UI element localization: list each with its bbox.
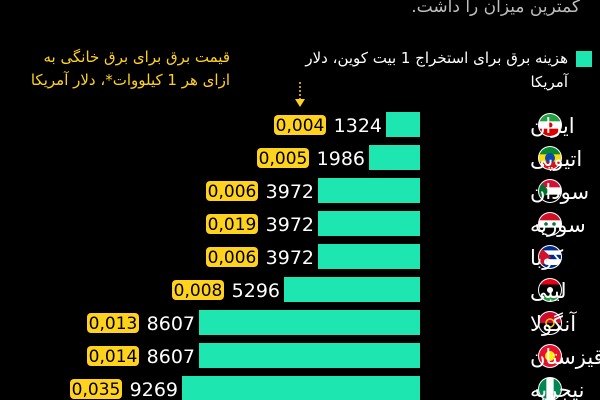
price-label: 0,019 bbox=[208, 215, 257, 235]
price-label: 0,005 bbox=[259, 149, 308, 169]
category-label: سودان bbox=[530, 180, 589, 204]
legend-price: قیمت برق برای برق خانگی به ازای هر 1 کیل… bbox=[30, 48, 230, 89]
legend-arrow-icon bbox=[295, 82, 305, 107]
cuba-flag-icon bbox=[538, 245, 562, 269]
price-badge bbox=[274, 115, 326, 135]
bar-8 bbox=[182, 376, 420, 400]
price-badge bbox=[87, 313, 139, 333]
libya-flag-icon bbox=[538, 278, 562, 302]
bar-value-label: 8607 bbox=[147, 346, 195, 368]
price-label: 0,006 bbox=[208, 248, 257, 268]
category-label: اتیوپی bbox=[530, 147, 582, 171]
category-label: نیجریه bbox=[530, 378, 584, 400]
category-label: لیبی bbox=[530, 279, 567, 303]
category-label: کوبا bbox=[530, 246, 563, 270]
legend-bar-text: هزینه برق برای استخراج 1 بیت کوین، دلار … bbox=[305, 49, 568, 91]
bar-value-label: 5296 bbox=[232, 280, 280, 302]
iran-flag-icon bbox=[538, 113, 562, 137]
bar-6 bbox=[199, 310, 420, 335]
bar-3 bbox=[318, 211, 420, 236]
price-label: 0,004 bbox=[276, 116, 325, 136]
price-badge bbox=[206, 247, 258, 267]
bar-7 bbox=[199, 343, 420, 368]
ethiopia-flag-icon bbox=[538, 146, 562, 170]
legend-green-swatch bbox=[576, 51, 592, 67]
bar-1 bbox=[369, 145, 420, 170]
category-label: سوریه bbox=[530, 213, 586, 237]
price-label: 0,008 bbox=[174, 281, 223, 301]
angola-flag-icon bbox=[538, 311, 562, 335]
bar-value-label: 1324 bbox=[334, 115, 382, 137]
bar-value-label: 3972 bbox=[266, 214, 314, 236]
price-badge bbox=[206, 181, 258, 201]
category-label: ایران bbox=[530, 114, 575, 138]
price-label: 0,035 bbox=[72, 380, 121, 400]
bar-value-label: 3972 bbox=[266, 181, 314, 203]
price-label: 0,006 bbox=[208, 182, 257, 202]
price-badge bbox=[206, 214, 258, 234]
intro-text: کمترین میزان را داشت. bbox=[411, 0, 580, 17]
syria-flag-icon bbox=[538, 212, 562, 236]
bar-2 bbox=[318, 178, 420, 203]
price-badge bbox=[172, 280, 224, 300]
bar-value-label: 9269 bbox=[130, 379, 178, 400]
price-label: 0,013 bbox=[89, 314, 138, 334]
kyrgyzstan-flag-icon bbox=[538, 344, 562, 368]
category-label: آنگولا bbox=[530, 311, 577, 336]
category-label: قرقیزستان bbox=[530, 345, 600, 369]
price-label: 0,014 bbox=[89, 347, 138, 367]
nigeria-flag-icon bbox=[538, 377, 562, 400]
bar-4 bbox=[318, 244, 420, 269]
price-badge bbox=[87, 346, 139, 366]
price-badge bbox=[70, 379, 122, 399]
bar-5 bbox=[284, 277, 420, 302]
legend-bar-cost: هزینه برق برای استخراج 1 بیت کوین، دلار … bbox=[302, 46, 592, 94]
price-badge bbox=[257, 148, 309, 168]
bar-value-label: 3972 bbox=[266, 247, 314, 269]
bar-0 bbox=[386, 112, 420, 137]
bar-value-label: 1986 bbox=[317, 148, 365, 170]
bar-value-label: 8607 bbox=[147, 313, 195, 335]
sudan-flag-icon bbox=[538, 179, 562, 203]
